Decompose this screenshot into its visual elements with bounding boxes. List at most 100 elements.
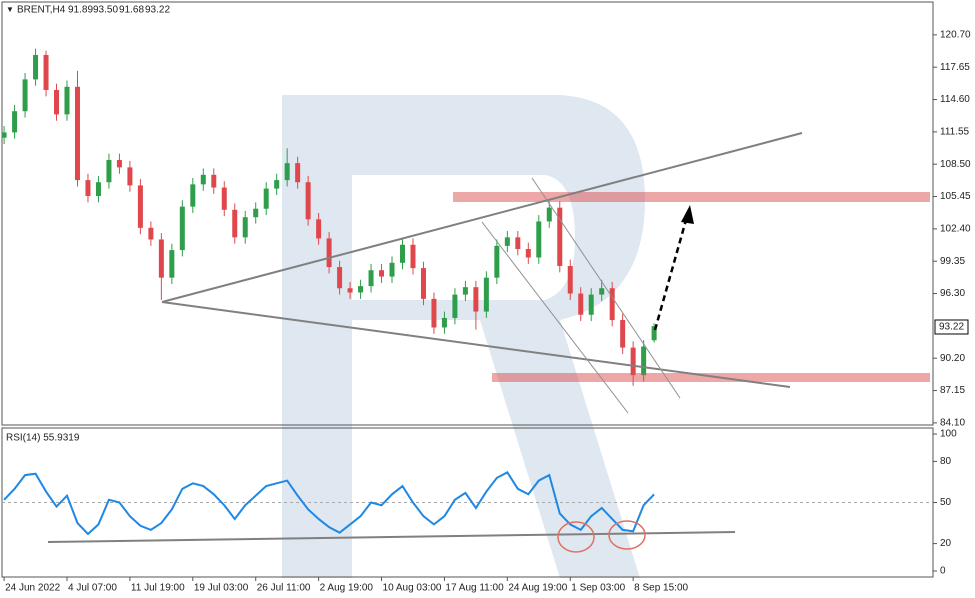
ohlc-high: 93.50 xyxy=(93,5,118,16)
candle-body xyxy=(179,206,185,251)
arrow-head xyxy=(681,205,694,224)
candle-body xyxy=(85,180,91,197)
candle-body xyxy=(106,159,112,183)
candle-body xyxy=(200,174,206,185)
candle-body xyxy=(284,163,290,181)
y-tick-label: 120.70 xyxy=(940,30,971,41)
candle-body xyxy=(494,245,500,278)
candle-body xyxy=(462,287,468,295)
y-tick-label: 90.20 xyxy=(940,353,965,364)
ohlc-low: 91.68 xyxy=(119,5,144,16)
candle-body xyxy=(242,217,248,238)
candle-body xyxy=(337,267,343,289)
candle-body xyxy=(64,86,70,115)
rsi-trend-line xyxy=(47,531,736,543)
candle-body xyxy=(609,288,615,321)
candle-body xyxy=(54,89,60,115)
candle-body xyxy=(441,317,447,328)
candle-body xyxy=(326,238,332,268)
candle-body xyxy=(316,219,322,239)
candle-body xyxy=(651,326,657,341)
candle-body xyxy=(33,55,39,80)
y-tick-label: 20 xyxy=(940,538,952,549)
candle-body xyxy=(274,180,280,189)
y-tick-label: 87.15 xyxy=(940,385,965,396)
candle-body xyxy=(305,182,311,220)
x-tick-label: 17 Aug 11:00 xyxy=(445,583,504,594)
channel-line xyxy=(481,221,629,414)
candle-body xyxy=(127,167,133,186)
candle-body xyxy=(546,207,552,222)
y-tick-label: 80 xyxy=(940,456,952,467)
y-tick-label: 100 xyxy=(940,429,957,440)
price-marker xyxy=(934,319,969,335)
trend-line xyxy=(161,301,791,388)
candle-body xyxy=(420,268,426,299)
y-tick-label: 50 xyxy=(940,497,952,508)
candle-body xyxy=(473,287,479,312)
candle-body xyxy=(43,55,49,90)
x-tick-label: 19 Jul 03:00 xyxy=(194,583,249,594)
candle-body xyxy=(483,277,489,312)
highlight-circle xyxy=(557,521,595,553)
candle-body xyxy=(211,174,217,188)
y-tick-label: 111.55 xyxy=(940,127,970,138)
candle-body xyxy=(578,293,584,315)
x-tick-label: 24 Aug 19:00 xyxy=(508,583,567,594)
candle-body xyxy=(295,163,301,183)
candle-body xyxy=(221,187,227,210)
candle-body xyxy=(137,185,143,228)
candle-body xyxy=(452,294,458,318)
candle-body xyxy=(1,132,7,138)
candle-body xyxy=(588,294,594,315)
y-tick-label: 0 xyxy=(940,566,946,577)
candle-body xyxy=(620,320,626,348)
candle-body xyxy=(504,237,510,246)
candle-body xyxy=(148,227,154,240)
price-marker-label: 93.22 xyxy=(939,322,964,333)
x-tick-label: 24 Jun 2022 xyxy=(5,583,60,594)
symbol: BRENT,H4 xyxy=(17,5,66,16)
channel-line xyxy=(531,177,681,399)
x-tick-label: 11 Jul 19:00 xyxy=(131,583,185,594)
y-tick-label: 105.45 xyxy=(940,191,971,202)
y-tick-label: 117.65 xyxy=(940,62,970,73)
resistance-zone xyxy=(453,192,930,202)
y-tick-label: 84.10 xyxy=(940,418,965,429)
candle-body xyxy=(169,250,175,278)
watermark xyxy=(282,95,645,578)
main-panel xyxy=(1,1,934,426)
trend-line xyxy=(161,132,803,303)
candle-body xyxy=(368,270,374,287)
candle-body xyxy=(158,239,164,278)
annotations xyxy=(47,132,930,553)
support-zone xyxy=(492,373,930,382)
candle-body xyxy=(379,270,385,277)
candle-body xyxy=(12,111,18,133)
rsi-line xyxy=(3,471,655,536)
candle-body xyxy=(190,184,196,207)
candle-body xyxy=(641,346,647,376)
x-tick-label: 1 Sep 03:00 xyxy=(571,583,625,594)
candle-body xyxy=(95,182,101,197)
candle-body xyxy=(399,244,405,263)
candle-body xyxy=(630,347,636,376)
candle-body xyxy=(22,79,28,112)
candle-body xyxy=(431,298,437,328)
candle-body xyxy=(358,286,364,293)
rsi-title: RSI(14) 55.9319 xyxy=(6,433,80,444)
ohlc-close: 93.22 xyxy=(145,5,170,16)
x-tick-label: 10 Aug 03:00 xyxy=(383,583,442,594)
candle-body xyxy=(116,159,122,168)
y-tick-label: 108.50 xyxy=(940,159,971,170)
candle-body xyxy=(515,237,521,250)
x-tick-label: 26 Jul 11:00 xyxy=(257,583,311,594)
candle-body xyxy=(253,208,259,218)
y-tick-label: 96.30 xyxy=(940,288,965,299)
candle-body xyxy=(536,221,542,258)
y-tick-label: 102.40 xyxy=(940,224,971,235)
x-tick-label: 2 Aug 19:00 xyxy=(320,583,374,594)
ohlc-open: 91.89 xyxy=(68,5,93,16)
candle-body xyxy=(263,188,269,209)
